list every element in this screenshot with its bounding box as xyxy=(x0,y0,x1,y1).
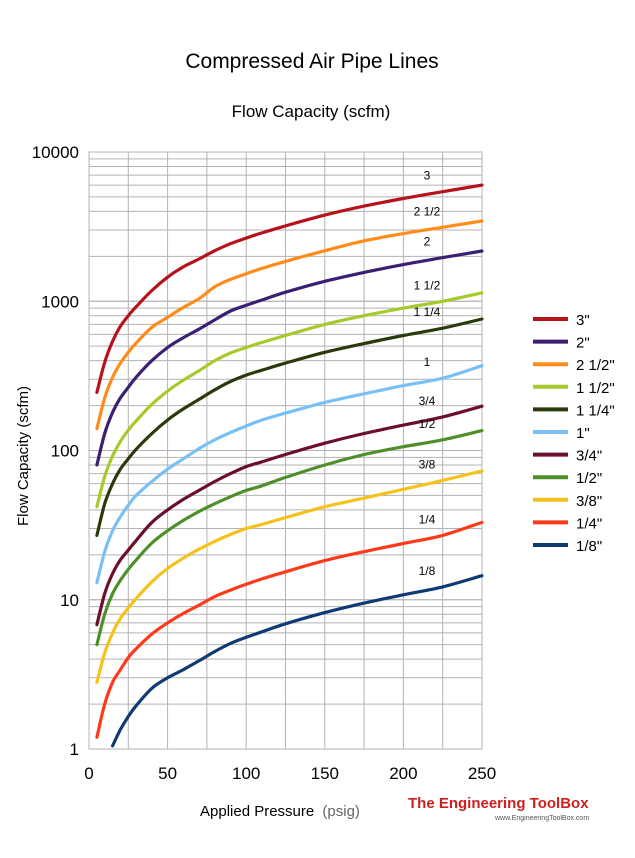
y-axis-label: Flow Capacity (scfm) xyxy=(15,386,32,526)
chart-title: Compressed Air Pipe Lines xyxy=(185,50,438,73)
y-tick-label: 10 xyxy=(60,591,79,610)
legend-entry: 2 1/2" xyxy=(576,357,615,374)
x-tick-label: 150 xyxy=(311,764,339,783)
x-axis-label-text: Applied Pressure xyxy=(200,803,314,820)
series-labels: 3 2 2 1/2 1 1/2 1 1/4 1 3/4 1/2 3/8 1/4 1/8 xyxy=(414,169,441,578)
series-label: 1 1/4 xyxy=(414,305,441,319)
legend-entry: 1" xyxy=(576,425,590,442)
legend-entry: 1/4" xyxy=(576,515,602,532)
series-label: 1 xyxy=(424,355,431,369)
brand-url: www.EngineeringToolBox.com xyxy=(494,815,589,822)
plot-area xyxy=(88,151,483,750)
legend-entry: 1/8" xyxy=(576,538,602,555)
series-label: 1 1/2 xyxy=(414,278,441,292)
y-tick-labels: 1 10 100 1000 10000 xyxy=(32,143,79,759)
series-line xyxy=(95,404,484,627)
series-line xyxy=(95,317,484,537)
series-line xyxy=(95,219,484,431)
series-label: 1/2 xyxy=(419,417,436,431)
series-label: 2 xyxy=(424,235,431,249)
chart-subtitle: Flow Capacity (scfm) xyxy=(232,102,391,121)
series-label: 1/4 xyxy=(419,512,436,526)
legend-entry: 1/2" xyxy=(576,470,602,487)
legend-entry: 1 1/4" xyxy=(576,402,615,419)
grid xyxy=(88,151,483,750)
x-axis-label: Applied Pressure (psig) xyxy=(200,803,360,820)
x-tick-label: 50 xyxy=(158,764,177,783)
x-tick-label: 200 xyxy=(389,764,417,783)
legend-entry: 3" xyxy=(576,312,590,329)
series-line xyxy=(95,520,484,739)
series-line xyxy=(95,249,484,467)
series-label: 2 1/2 xyxy=(414,204,441,218)
x-tick-labels: 0 50 100 150 200 250 xyxy=(84,764,496,783)
y-tick-label: 1 xyxy=(70,740,79,759)
series-line xyxy=(95,291,484,509)
brand-name: The Engineering ToolBox xyxy=(408,795,589,812)
y-tick-label: 1000 xyxy=(41,292,79,311)
series-line xyxy=(95,469,484,684)
series-line xyxy=(111,574,484,748)
series-label: 3/8 xyxy=(419,457,436,471)
series-label: 1/8 xyxy=(419,564,436,578)
legend: 3" 2" 2 1/2" 1 1/2" 1 1/4" 1" 3/4" 1/2" 3/8" 1/4"… xyxy=(533,312,615,555)
series-line xyxy=(95,364,484,585)
series-lines xyxy=(95,183,484,748)
series-line xyxy=(95,183,484,394)
legend-entry: 3/8" xyxy=(576,493,602,510)
legend-entry: 3/4" xyxy=(576,448,602,465)
legend-entry: 1 1/2" xyxy=(576,380,615,397)
y-tick-label: 10000 xyxy=(32,143,79,162)
x-axis-label-unit: (psig) xyxy=(322,803,360,820)
legend-entry: 2" xyxy=(576,335,590,352)
x-tick-label: 0 xyxy=(84,764,93,783)
x-tick-label: 100 xyxy=(232,764,260,783)
x-tick-label: 250 xyxy=(468,764,496,783)
series-line xyxy=(95,429,484,647)
series-label: 3 xyxy=(424,169,431,183)
series-label: 3/4 xyxy=(419,394,436,408)
y-tick-label: 100 xyxy=(51,442,79,461)
